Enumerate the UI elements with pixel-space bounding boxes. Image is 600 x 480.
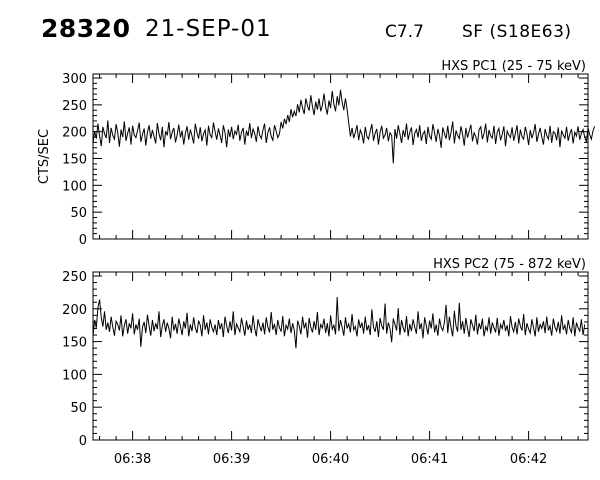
chart-panel-1: HXS PC1 (25 - 75 keV) 0 50 100 150 200 250 300 C… bbox=[37, 59, 596, 248]
y-tick-label: 300 bbox=[62, 72, 87, 87]
y-tick-label: 100 bbox=[62, 179, 87, 194]
plot-frame bbox=[92, 271, 589, 441]
y-tick-label: 0 bbox=[79, 434, 87, 449]
x-tick-label: 06:42 bbox=[510, 452, 547, 467]
chart-title: HXS PC1 (25 - 75 keV) bbox=[441, 59, 586, 74]
x-tick-label: 06:38 bbox=[114, 452, 151, 467]
burst-number: 28320 bbox=[41, 14, 131, 43]
series-line-1 bbox=[92, 89, 596, 164]
y-tick-label: 50 bbox=[70, 206, 87, 221]
flare-location: SF (S18E63) bbox=[462, 22, 572, 42]
y-tick-label: 250 bbox=[62, 270, 87, 285]
y-tick-label: 0 bbox=[79, 233, 87, 248]
y-tick-label: 150 bbox=[62, 336, 87, 351]
plot-frame bbox=[92, 73, 589, 240]
y-tick-label: 250 bbox=[62, 99, 87, 114]
y-tick-label: 50 bbox=[70, 401, 87, 416]
x-tick-label: 06:39 bbox=[213, 452, 250, 467]
series-line-1 bbox=[92, 296, 586, 349]
x-tick-label: 06:40 bbox=[312, 452, 349, 467]
observation-date: 21-SEP-01 bbox=[145, 16, 272, 42]
y-tick-label: 200 bbox=[62, 126, 87, 141]
goes-class: C7.7 bbox=[385, 22, 424, 42]
chart-panel-2: HXS PC2 (75 - 872 keV) 0 50 100 150 200 250 06:… bbox=[62, 257, 589, 467]
chart-title: HXS PC2 (75 - 872 keV) bbox=[433, 257, 586, 272]
x-tick-label: 06:41 bbox=[411, 452, 448, 467]
y-tick-label: 150 bbox=[62, 153, 87, 168]
y-tick-label: 200 bbox=[62, 303, 87, 318]
y-tick-label: 100 bbox=[62, 368, 87, 383]
y-axis-label: CTS/SEC bbox=[37, 129, 52, 184]
